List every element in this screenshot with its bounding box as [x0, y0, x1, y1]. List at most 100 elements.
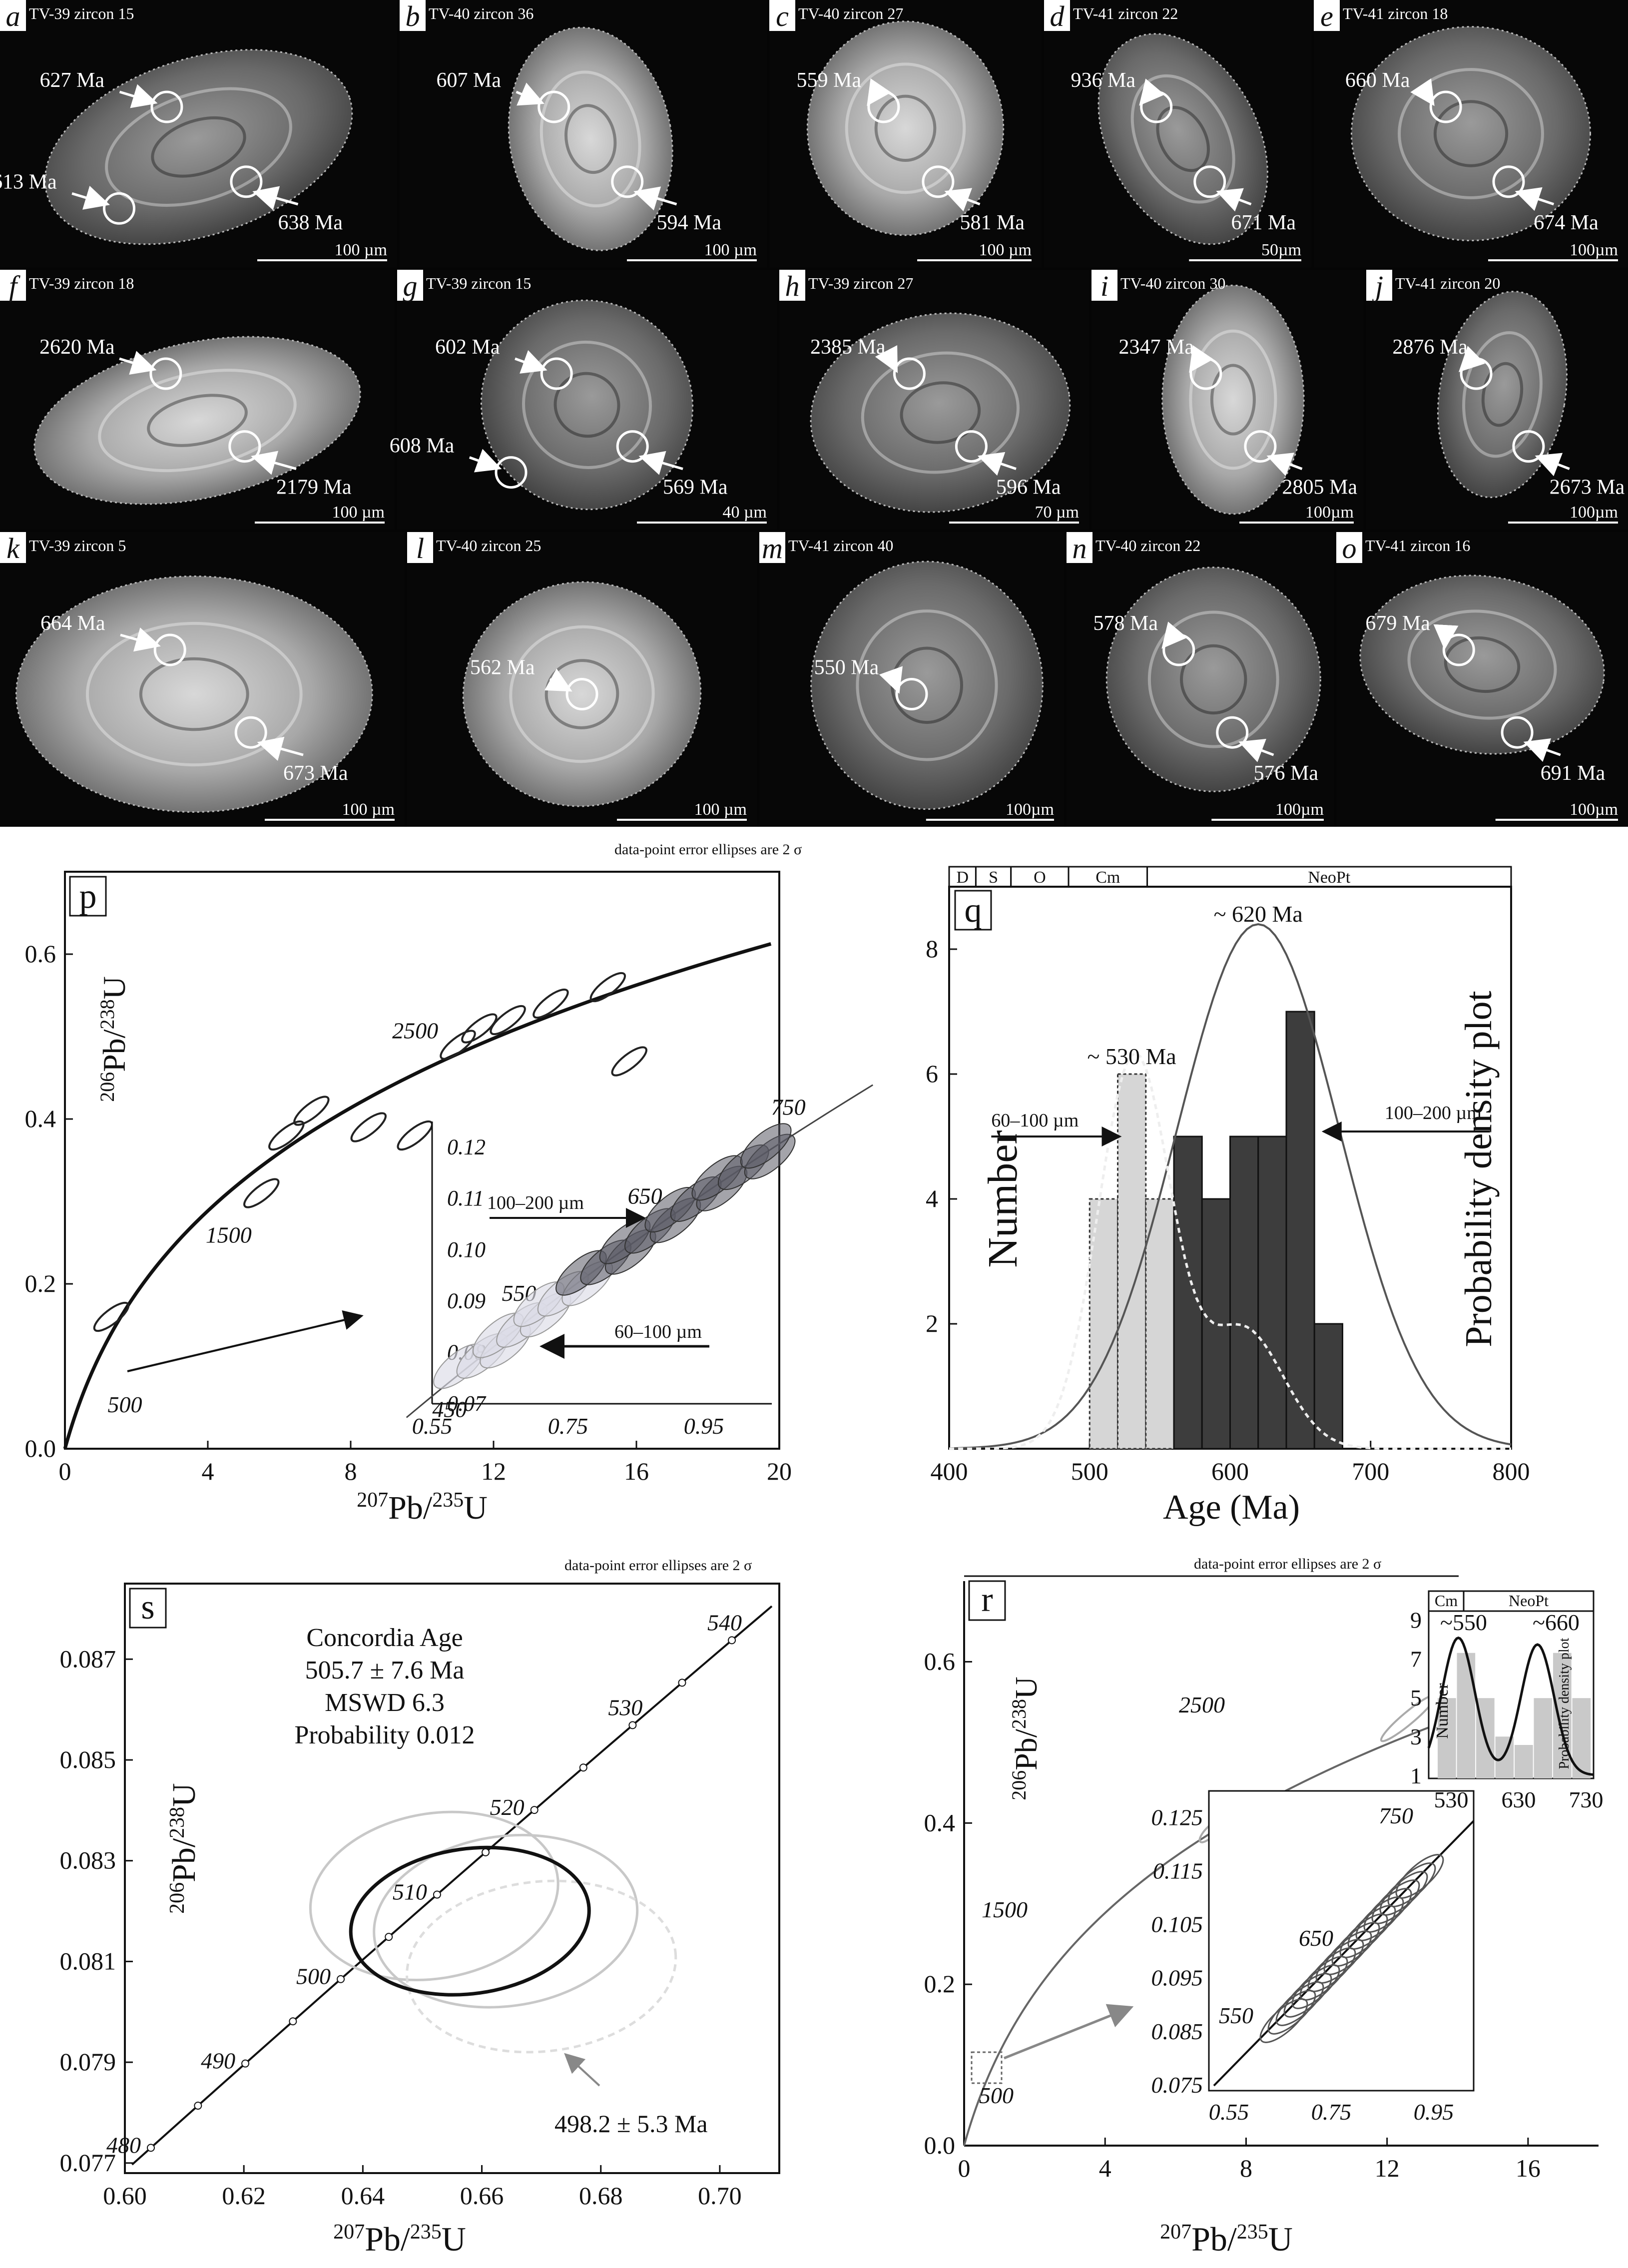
annotation-title: Concordia Age	[306, 1624, 463, 1652]
scale-bar-label: 100 µm	[334, 241, 387, 259]
zoning-band	[105, 87, 292, 207]
zoning-band	[1398, 68, 1544, 199]
zoning-band	[85, 621, 303, 767]
panel-letter: b	[406, 0, 420, 32]
x-tick-label: 0	[958, 2154, 971, 2182]
histogram-bar-large	[1257, 1135, 1287, 1450]
sample-label: TV-41 zircon 16	[1365, 537, 1470, 555]
concordia-age-marker	[146, 2144, 155, 2152]
hist-y-tick-label: 1	[1410, 1763, 1422, 1788]
hist-bar	[1438, 1698, 1456, 1778]
histogram-bar-small	[1088, 1198, 1118, 1450]
analysis-spot	[1429, 90, 1462, 123]
inset-error-ellipse	[740, 1123, 792, 1169]
cl-panel-i: i TV-40 zircon 30 2347 Ma 2805 Ma 100µm	[1091, 270, 1364, 530]
error-ellipse	[461, 1013, 498, 1044]
spot-arrow	[867, 78, 892, 106]
zircon-grain	[1437, 291, 1568, 499]
hist-y-tick-label: 5	[1410, 1685, 1422, 1710]
histogram-bar-large	[1173, 1135, 1203, 1450]
hist-y-tick-label: 3	[1410, 1724, 1422, 1749]
y-tick-label: 8	[926, 935, 938, 963]
pdp-curve-large	[949, 923, 1512, 1450]
panel-q-histogram: D S O Cm NeoPt q 400 500 600 700 800 2 4 6 8 ~ 620 Ma ~ …	[926, 866, 1530, 1527]
spot-arrow	[1458, 346, 1486, 373]
zoning-band	[540, 70, 641, 208]
x-tick-label: 0	[59, 1457, 71, 1485]
hist-y-tick-label: 7	[1410, 1646, 1422, 1672]
spot-age-label: 2385 Ma	[810, 336, 886, 359]
zircon-grain	[462, 581, 702, 807]
panel-letter-box	[1314, 0, 1340, 31]
concordia-age-marker	[530, 1806, 539, 1814]
panel-letter-box	[759, 532, 785, 563]
concordia-age-marker	[289, 2017, 297, 2026]
hist-peak-label: ~660	[1533, 1610, 1580, 1635]
panel-letter: d	[1050, 0, 1065, 32]
peak-label: ~ 620 Ma	[1214, 901, 1303, 927]
panel-letter: n	[1073, 532, 1087, 565]
analysis-spot	[611, 165, 644, 198]
sample-label: TV-41 zircon 20	[1395, 274, 1500, 292]
zoning-band	[845, 62, 966, 194]
spot-age-label: 578 Ma	[1093, 612, 1158, 635]
spot-arrow	[120, 627, 161, 652]
zoning-band	[900, 381, 981, 444]
hist-timescale-label: NeoPt	[1509, 1592, 1549, 1610]
error-ellipse	[490, 1005, 526, 1036]
hist-x-tick-label: 730	[1569, 1787, 1604, 1812]
zoning-band	[509, 625, 655, 763]
panel-letter: c	[776, 0, 789, 32]
x-tick-label: 400	[931, 1457, 968, 1485]
panel-letter: l	[416, 532, 424, 565]
error-ellipse	[243, 1178, 280, 1208]
panel-letter-box	[779, 270, 805, 301]
y-tick-label: 0.081	[60, 1947, 116, 1975]
inset-y-tick-label: 0.07	[447, 1391, 487, 1416]
inset-pointer-arrow	[127, 1310, 364, 1372]
spot-age-label: 2620 Ma	[39, 336, 115, 359]
panel-letter: a	[6, 0, 20, 32]
panel-letter-box	[397, 270, 423, 301]
scale-bar-label: 40 µm	[722, 503, 767, 522]
scale-bar-label: 100 µm	[332, 503, 385, 522]
spot-age-label: 607 Ma	[437, 69, 502, 92]
spot-age-label: 581 Ma	[960, 211, 1025, 234]
inset-x-tick-label: 0.55	[412, 1413, 453, 1439]
concordia-age-marker	[337, 1975, 345, 1983]
concordia-age-label: 2500	[392, 1018, 438, 1043]
spot-age-label: 627 Ma	[40, 69, 105, 92]
hist-bar	[1495, 1736, 1514, 1778]
inset-age-label: 750	[771, 1095, 806, 1120]
annotation-arrow	[564, 2053, 600, 2087]
concordia-age-marker	[385, 1933, 393, 1941]
panel-letter: e	[1320, 0, 1333, 32]
panel-letter: m	[762, 532, 783, 565]
concordia-curve	[131, 1605, 773, 2166]
timescale-label: Cm	[1095, 868, 1120, 887]
analysis-spot	[540, 357, 573, 390]
sample-label: TV-39 zircon 15	[426, 274, 531, 292]
zircon-grain	[806, 20, 1005, 236]
y-tick-label: 0.2	[924, 1970, 956, 1998]
y-axis-label: 206Pb/238U	[166, 1783, 202, 1914]
sample-label: TV-40 zircon 30	[1120, 274, 1225, 292]
inset-y-tick-label: 0.115	[1153, 1858, 1203, 1883]
cl-panel-n: n TV-40 zircon 22 578 Ma 576 Ma 100µm	[1067, 532, 1334, 827]
x-axis-label: 207Pb/235U	[333, 2220, 466, 2258]
spot-arrow	[544, 668, 572, 692]
scale-bar-label: 50µm	[1261, 241, 1301, 259]
zoom-arrow	[1004, 2004, 1134, 2060]
cl-panel-b: b TV-40 zircon 36 607 Ma 594 Ma 100 µm	[400, 0, 767, 267]
panel-letter-box	[0, 0, 26, 31]
spot-age-label: 559 Ma	[797, 69, 862, 92]
concordia-curve	[963, 1698, 1507, 2146]
histogram-bar-small	[1145, 1198, 1175, 1450]
sample-label: TV-40 zircon 36	[429, 4, 534, 22]
cl-panel-h: h TV-39 zircon 27 2385 Ma 596 Ma 70 µm	[779, 270, 1089, 530]
hist-pdp-curve	[1427, 1636, 1594, 1776]
y-tick-label: 0.2	[25, 1269, 56, 1297]
panel-letter: q	[965, 891, 982, 930]
y-tick-label: 0.4	[924, 1808, 956, 1836]
